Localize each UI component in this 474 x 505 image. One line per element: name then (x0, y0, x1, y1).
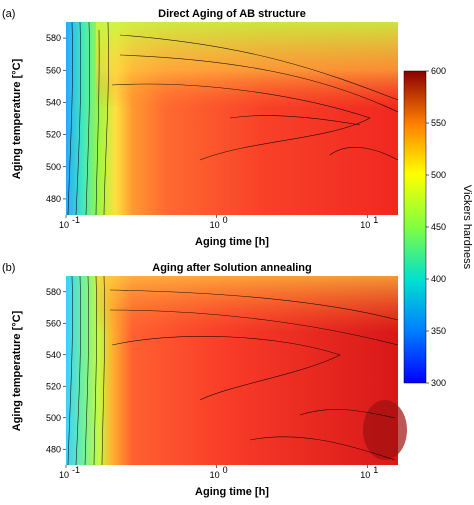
panel-b-title: Aging after Solution annealing (152, 262, 312, 274)
panel-a-ytick-label: 480 (46, 194, 61, 204)
panel-b-contours (67, 275, 399, 466)
panel-b-ytick-label: 480 (46, 444, 61, 454)
panel-b-hot-spot (363, 400, 407, 460)
panel-b-y-ticks: 480 500 520 540 560 580 (46, 287, 66, 454)
colorbar-tick-label: 500 (431, 170, 446, 180)
panel-b-xtick-label: 10 (59, 470, 69, 480)
panel-a-y-ticks: 480 500 520 540 560 580 (46, 33, 66, 204)
panel-b-x-ticks: 10 -1 10 0 10 1 (59, 465, 378, 480)
panel-b-xtick-exponent: 0 (223, 465, 228, 475)
colorbar-tick-label: 600 (431, 66, 446, 76)
panel-a-title: Direct Aging of AB structure (158, 8, 306, 20)
panel-a-ytick-label: 560 (46, 65, 61, 75)
colorbar-ticks: 600 550 500 450 400 350 300 (426, 66, 446, 388)
panel-a-top-band (96, 22, 398, 215)
panel-a-xtick-exponent: 0 (223, 215, 228, 225)
panel-b-ytick-label: 540 (46, 350, 61, 360)
panel-b-ytick-label: 520 (46, 381, 61, 391)
panel-a-ytick-label: 580 (46, 33, 61, 43)
colorbar-tick-label: 400 (431, 274, 446, 284)
panel-b-xtick-exponent: 1 (373, 465, 378, 475)
panel-a-xtick-exponent: 1 (373, 215, 378, 225)
panel-b-label: (b) (2, 262, 15, 274)
colorbar-tick-label: 350 (431, 326, 446, 336)
panel-a-ytick-label: 540 (46, 97, 61, 107)
colorbar-tick-label: 450 (431, 222, 446, 232)
panel-a-xtick-exponent: -1 (72, 215, 80, 225)
panel-b-ytick-label: 580 (46, 287, 61, 297)
panel-b-top-band (96, 276, 398, 465)
panel-b-xtick-exponent: -1 (72, 465, 80, 475)
panel-a-xlabel: Aging time [h] (195, 236, 269, 248)
panel-a-label: (a) (2, 8, 15, 20)
panel-b-ytick-label: 500 (46, 413, 61, 423)
colorbar-label: Vickers hardness (461, 185, 473, 270)
panel-a-xtick-label: 10 (59, 220, 69, 230)
panel-a: Direct Aging of AB structure (a) Aging t… (2, 8, 399, 248)
panel-b-ylabel: Aging temperature [°C] (11, 310, 23, 431)
colorbar-tick-label: 550 (431, 118, 446, 128)
panel-a-contours (67, 21, 399, 216)
colorbar-gradient (403, 70, 427, 384)
panel-a-ylabel: Aging temperature [°C] (11, 58, 23, 179)
panel-b: Aging after Solution annealing (b) Aging… (2, 262, 407, 498)
panel-a-xtick-label: 10 (210, 220, 220, 230)
panel-b-xtick-label: 10 (360, 470, 370, 480)
colorbar: 600 550 500 450 400 350 300 Vickers hardness (403, 66, 473, 388)
panel-b-ytick-label: 560 (46, 318, 61, 328)
panel-b-xtick-label: 10 (210, 470, 220, 480)
panel-a-ytick-label: 520 (46, 130, 61, 140)
panel-a-x-ticks: 10 -1 10 0 10 1 (59, 215, 378, 230)
panel-a-ytick-label: 500 (46, 162, 61, 172)
panel-a-xtick-label: 10 (360, 220, 370, 230)
panel-b-xlabel: Aging time [h] (195, 486, 269, 498)
colorbar-tick-label: 300 (431, 378, 446, 388)
